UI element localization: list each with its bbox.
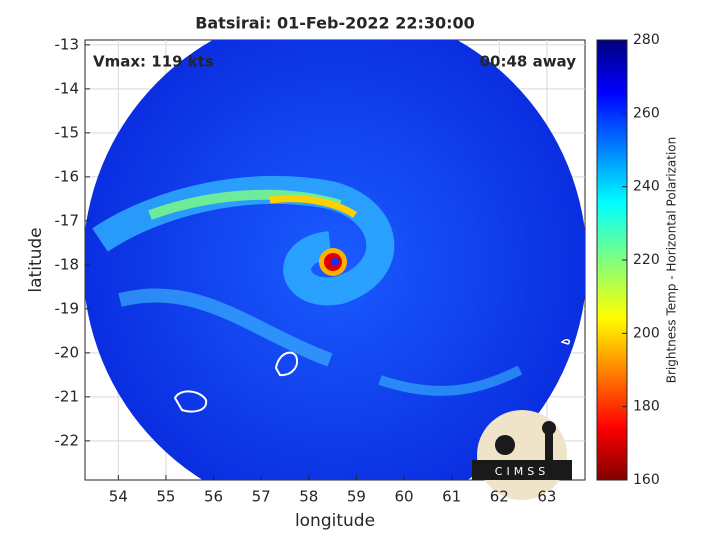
chart-title: Batsirai: 01-Feb-2022 22:30:00	[195, 14, 475, 33]
colorbar-label: Brightness Temp - Horizontal Polarizatio…	[665, 137, 679, 384]
colorbar-tick-label: 160	[633, 472, 660, 488]
y-tick-label: -22	[55, 431, 80, 449]
y-tick-label: -20	[55, 343, 80, 361]
colorbar-tick-label: 260	[633, 105, 660, 121]
colorbar-tick-label: 200	[633, 325, 660, 341]
x-tick-label: 63	[537, 488, 556, 506]
logo-text: CIMSS	[495, 465, 549, 478]
colorbar-tick-label: 240	[633, 179, 660, 195]
y-tick-label: -17	[55, 211, 80, 229]
colorbar-tick-label: 180	[633, 399, 660, 415]
y-tick-label: -14	[55, 79, 80, 97]
y-tick-label: -16	[55, 167, 80, 185]
y-tick-label: -13	[55, 35, 80, 53]
x-tick-label: 57	[252, 488, 271, 506]
annotation: Vmax: 119 kts	[93, 53, 214, 71]
x-tick-label: 56	[204, 488, 223, 506]
annotation: 00:48 away	[480, 53, 577, 71]
y-tick-label: -15	[55, 123, 80, 141]
y-tick-label: -19	[55, 299, 80, 317]
colorbar-tick-label: 280	[633, 32, 660, 48]
x-tick-label: 59	[347, 488, 366, 506]
y-axis-label: latitude	[26, 227, 46, 292]
y-tick-label: -18	[55, 255, 80, 273]
x-axis-label: longitude	[295, 511, 375, 531]
y-tick-label: -21	[55, 387, 80, 405]
x-tick-label: 54	[109, 488, 128, 506]
satellite-image	[85, 40, 585, 480]
x-tick-label: 55	[156, 488, 175, 506]
x-tick-label: 62	[490, 488, 509, 506]
x-tick-label: 61	[442, 488, 461, 506]
x-tick-label: 58	[299, 488, 318, 506]
colorbar-tick-label: 220	[633, 252, 660, 268]
x-tick-label: 60	[395, 488, 414, 506]
